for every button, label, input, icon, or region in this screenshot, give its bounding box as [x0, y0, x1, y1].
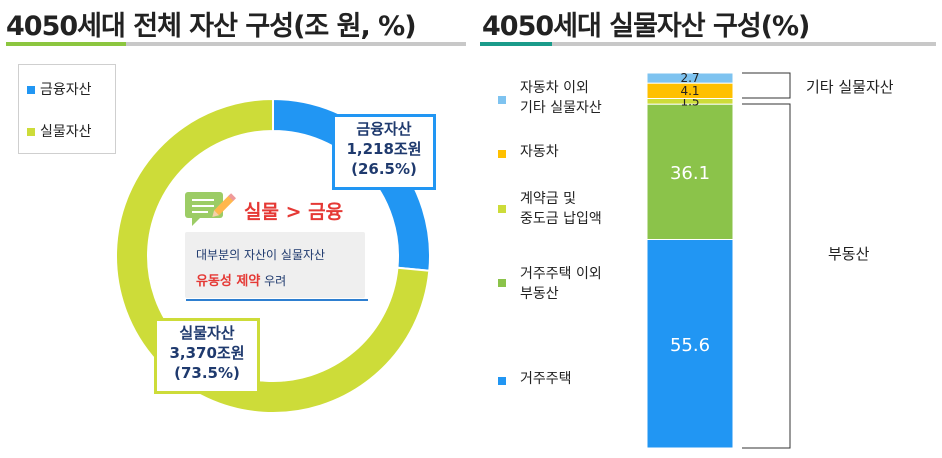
legend-label-real: 실물자산: [40, 124, 92, 140]
legend-label-other-realestate: 거주주택 이외 부동산: [520, 264, 602, 304]
bar-label-3: 4.1: [680, 84, 699, 98]
legend-label-other-real: 자동차 이외 기타 실물자산: [520, 78, 602, 118]
legend-swatch-car: [498, 150, 506, 158]
left-chart-title: 4050세대 전체 자산 구성(조 원, %): [6, 11, 417, 42]
bar-segment-0: [646, 239, 734, 449]
bracket-realestate: [742, 103, 791, 449]
donut-slice-real: [115, 97, 431, 414]
legend-deposit-line1: 계약금 및: [520, 191, 576, 207]
legend-home-line1: 거주주택: [520, 371, 572, 387]
legend-item-real: 실물자산: [27, 121, 92, 141]
left-title-rule: [126, 42, 466, 46]
donut-legend: 금융자산 실물자산: [18, 64, 116, 154]
legend-swatch-other-realestate: [498, 279, 506, 287]
legend-swatch-financial: [27, 86, 35, 94]
right-title-rule: [552, 42, 936, 46]
note-line2-rest: 우려: [260, 274, 287, 288]
callout-real-amount: 3,370조원: [169, 344, 245, 362]
legend-car-line1: 자동차: [520, 144, 559, 160]
bar-label-4: 2.7: [680, 71, 699, 85]
callout-financial-amount: 1,218조원: [346, 140, 422, 158]
bracket-other: [742, 72, 791, 99]
left-title-accent-line: [6, 42, 126, 46]
note-underline: [186, 299, 368, 301]
bar-label-0: 55.6: [670, 335, 710, 356]
note-headline: 실물 > 금융: [244, 201, 344, 223]
callout-financial-name: 금융자산: [356, 120, 412, 138]
note-line1: 대부분의 자산이 실물자산: [196, 248, 326, 262]
legend-label-home: 거주주택: [520, 369, 572, 389]
right-chart-title: 4050세대 실물자산 구성(%): [482, 11, 810, 42]
legend-item-financial: 금융자산: [27, 79, 92, 99]
legend-label-deposit: 계약금 및 중도금 납입액: [520, 189, 602, 229]
legend-label-car: 자동차: [520, 142, 559, 162]
legend-deposit-line2: 중도금 납입액: [520, 211, 602, 227]
callout-real-name: 실물자산: [179, 324, 235, 342]
legend-label-financial: 금융자산: [40, 82, 92, 98]
note-line2-highlight: 유동성 제약: [196, 274, 261, 289]
bracket-label-other: 기타 실물자산: [806, 78, 894, 96]
bar-segment-1: [646, 103, 734, 240]
note-box: [185, 232, 365, 298]
legend-swatch-deposit: [498, 205, 506, 213]
legend-other-real-line1: 자동차 이외: [520, 80, 589, 96]
legend-other-realestate-line2: 부동산: [520, 286, 559, 302]
legend-swatch-other-real: [498, 96, 506, 104]
bar-segment-4: [646, 72, 734, 84]
callout-financial: 금융자산 1,218조원 (26.5%): [332, 114, 436, 190]
callout-real-pct: (73.5%): [174, 364, 240, 382]
legend-swatch-home: [498, 377, 506, 385]
note-line2: 유동성 제약 우려: [196, 270, 286, 289]
right-title-accent-line: [480, 42, 552, 46]
bar-label-1: 36.1: [670, 163, 710, 184]
legend-other-real-line2: 기타 실물자산: [520, 100, 602, 116]
callout-real: 실물자산 3,370조원 (73.5%): [154, 318, 260, 394]
bracket-label-realestate: 부동산: [828, 245, 870, 263]
legend-swatch-real: [27, 128, 35, 136]
memo-pencil-icon: [185, 192, 237, 226]
callout-financial-pct: (26.5%): [351, 160, 417, 178]
legend-other-realestate-line1: 거주주택 이외: [520, 266, 602, 282]
